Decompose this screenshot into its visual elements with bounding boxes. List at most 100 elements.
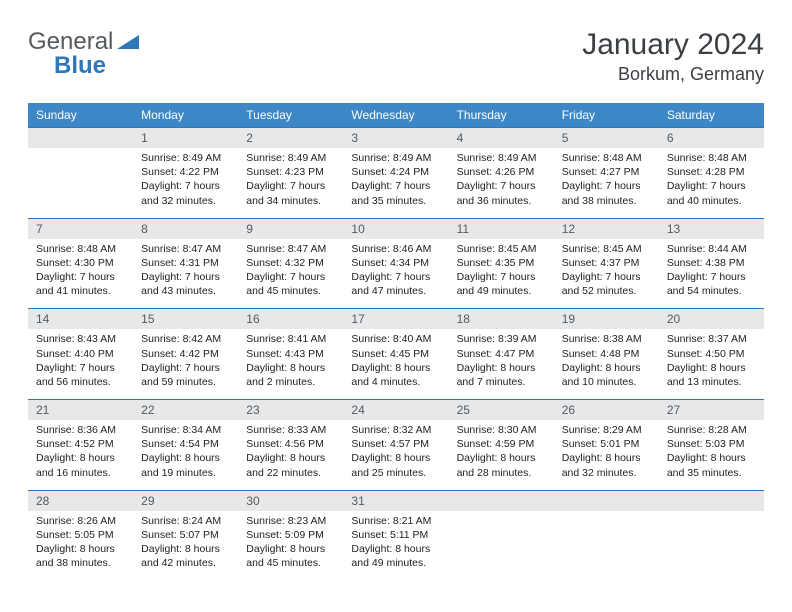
header: General January 2024 Borkum, Germany	[28, 28, 764, 85]
calendar-day-cell: 27Sunrise: 8:28 AMSunset: 5:03 PMDayligh…	[659, 400, 764, 491]
sunrise-line: Sunrise: 8:49 AM	[246, 151, 335, 165]
day-number: 1	[133, 128, 238, 148]
sunset-line: Sunset: 5:01 PM	[562, 437, 651, 451]
sunrise-line: Sunrise: 8:38 AM	[562, 332, 651, 346]
sunrise-line: Sunrise: 8:47 AM	[246, 242, 335, 256]
daylight-line: Daylight: 8 hours and 7 minutes.	[457, 361, 546, 389]
day-body-empty	[659, 511, 764, 575]
day-number: 11	[449, 219, 554, 239]
day-number: 30	[238, 491, 343, 511]
daylight-line: Daylight: 7 hours and 34 minutes.	[246, 179, 335, 207]
day-body: Sunrise: 8:44 AMSunset: 4:38 PMDaylight:…	[659, 239, 764, 309]
daylight-line: Daylight: 7 hours and 52 minutes.	[562, 270, 651, 298]
day-body: Sunrise: 8:43 AMSunset: 4:40 PMDaylight:…	[28, 329, 133, 399]
day-body: Sunrise: 8:36 AMSunset: 4:52 PMDaylight:…	[28, 420, 133, 490]
sunset-line: Sunset: 5:11 PM	[351, 528, 440, 542]
sunrise-line: Sunrise: 8:30 AM	[457, 423, 546, 437]
sunrise-line: Sunrise: 8:36 AM	[36, 423, 125, 437]
calendar-day-cell: 8Sunrise: 8:47 AMSunset: 4:31 PMDaylight…	[133, 218, 238, 309]
daylight-line: Daylight: 7 hours and 43 minutes.	[141, 270, 230, 298]
day-body-empty	[449, 511, 554, 575]
calendar-week-row: 21Sunrise: 8:36 AMSunset: 4:52 PMDayligh…	[28, 400, 764, 491]
calendar-day-cell: 13Sunrise: 8:44 AMSunset: 4:38 PMDayligh…	[659, 218, 764, 309]
day-number: 9	[238, 219, 343, 239]
day-number-empty	[28, 128, 133, 148]
sunset-line: Sunset: 4:43 PM	[246, 347, 335, 361]
day-number: 18	[449, 309, 554, 329]
day-number: 21	[28, 400, 133, 420]
daylight-line: Daylight: 8 hours and 49 minutes.	[351, 542, 440, 570]
sunrise-line: Sunrise: 8:46 AM	[351, 242, 440, 256]
sunset-line: Sunset: 4:26 PM	[457, 165, 546, 179]
calendar-day-cell: 1Sunrise: 8:49 AMSunset: 4:22 PMDaylight…	[133, 128, 238, 219]
day-number: 7	[28, 219, 133, 239]
weekday-header: Monday	[133, 103, 238, 128]
day-number: 16	[238, 309, 343, 329]
calendar-day-cell: 2Sunrise: 8:49 AMSunset: 4:23 PMDaylight…	[238, 128, 343, 219]
day-number: 8	[133, 219, 238, 239]
sunrise-line: Sunrise: 8:39 AM	[457, 332, 546, 346]
sunset-line: Sunset: 4:54 PM	[141, 437, 230, 451]
calendar-week-row: 7Sunrise: 8:48 AMSunset: 4:30 PMDaylight…	[28, 218, 764, 309]
daylight-line: Daylight: 8 hours and 35 minutes.	[667, 451, 756, 479]
day-body: Sunrise: 8:45 AMSunset: 4:37 PMDaylight:…	[554, 239, 659, 309]
day-body: Sunrise: 8:49 AMSunset: 4:24 PMDaylight:…	[343, 148, 448, 218]
sunset-line: Sunset: 4:42 PM	[141, 347, 230, 361]
sunrise-line: Sunrise: 8:32 AM	[351, 423, 440, 437]
day-number: 25	[449, 400, 554, 420]
calendar-day-cell: 31Sunrise: 8:21 AMSunset: 5:11 PMDayligh…	[343, 490, 448, 580]
day-body: Sunrise: 8:49 AMSunset: 4:22 PMDaylight:…	[133, 148, 238, 218]
weekday-header: Sunday	[28, 103, 133, 128]
daylight-line: Daylight: 7 hours and 35 minutes.	[351, 179, 440, 207]
day-body: Sunrise: 8:38 AMSunset: 4:48 PMDaylight:…	[554, 329, 659, 399]
calendar-day-cell: 3Sunrise: 8:49 AMSunset: 4:24 PMDaylight…	[343, 128, 448, 219]
day-number: 20	[659, 309, 764, 329]
weekday-header: Tuesday	[238, 103, 343, 128]
day-number: 24	[343, 400, 448, 420]
day-body: Sunrise: 8:48 AMSunset: 4:28 PMDaylight:…	[659, 148, 764, 218]
calendar-day-cell: 24Sunrise: 8:32 AMSunset: 4:57 PMDayligh…	[343, 400, 448, 491]
daylight-line: Daylight: 7 hours and 49 minutes.	[457, 270, 546, 298]
sunset-line: Sunset: 4:23 PM	[246, 165, 335, 179]
daylight-line: Daylight: 7 hours and 47 minutes.	[351, 270, 440, 298]
sunset-line: Sunset: 4:32 PM	[246, 256, 335, 270]
sunrise-line: Sunrise: 8:33 AM	[246, 423, 335, 437]
page-title: January 2024	[582, 28, 764, 62]
weekday-header: Wednesday	[343, 103, 448, 128]
sunset-line: Sunset: 5:05 PM	[36, 528, 125, 542]
calendar-day-cell: 14Sunrise: 8:43 AMSunset: 4:40 PMDayligh…	[28, 309, 133, 400]
day-body: Sunrise: 8:21 AMSunset: 5:11 PMDaylight:…	[343, 511, 448, 581]
day-number: 26	[554, 400, 659, 420]
sunset-line: Sunset: 4:24 PM	[351, 165, 440, 179]
calendar-day-cell: 5Sunrise: 8:48 AMSunset: 4:27 PMDaylight…	[554, 128, 659, 219]
calendar-header-row: SundayMondayTuesdayWednesdayThursdayFrid…	[28, 103, 764, 128]
sunrise-line: Sunrise: 8:29 AM	[562, 423, 651, 437]
sunset-line: Sunset: 4:35 PM	[457, 256, 546, 270]
weekday-header: Friday	[554, 103, 659, 128]
day-number: 15	[133, 309, 238, 329]
day-body: Sunrise: 8:24 AMSunset: 5:07 PMDaylight:…	[133, 511, 238, 581]
calendar-day-cell: 28Sunrise: 8:26 AMSunset: 5:05 PMDayligh…	[28, 490, 133, 580]
sunrise-line: Sunrise: 8:34 AM	[141, 423, 230, 437]
calendar-day-cell: 23Sunrise: 8:33 AMSunset: 4:56 PMDayligh…	[238, 400, 343, 491]
day-number: 28	[28, 491, 133, 511]
day-body: Sunrise: 8:32 AMSunset: 4:57 PMDaylight:…	[343, 420, 448, 490]
calendar-day-cell	[659, 490, 764, 580]
calendar-day-cell: 20Sunrise: 8:37 AMSunset: 4:50 PMDayligh…	[659, 309, 764, 400]
daylight-line: Daylight: 8 hours and 28 minutes.	[457, 451, 546, 479]
day-number: 6	[659, 128, 764, 148]
sunset-line: Sunset: 4:28 PM	[667, 165, 756, 179]
day-body: Sunrise: 8:39 AMSunset: 4:47 PMDaylight:…	[449, 329, 554, 399]
daylight-line: Daylight: 7 hours and 59 minutes.	[141, 361, 230, 389]
calendar-week-row: 28Sunrise: 8:26 AMSunset: 5:05 PMDayligh…	[28, 490, 764, 580]
logo-text-blue: Blue	[54, 52, 106, 79]
day-body-empty	[28, 148, 133, 212]
sunset-line: Sunset: 4:40 PM	[36, 347, 125, 361]
sunrise-line: Sunrise: 8:21 AM	[351, 514, 440, 528]
day-body: Sunrise: 8:28 AMSunset: 5:03 PMDaylight:…	[659, 420, 764, 490]
calendar-day-cell: 21Sunrise: 8:36 AMSunset: 4:52 PMDayligh…	[28, 400, 133, 491]
title-block: January 2024 Borkum, Germany	[582, 28, 764, 85]
logo-triangle-icon	[117, 28, 139, 56]
day-number: 14	[28, 309, 133, 329]
calendar-week-row: 14Sunrise: 8:43 AMSunset: 4:40 PMDayligh…	[28, 309, 764, 400]
